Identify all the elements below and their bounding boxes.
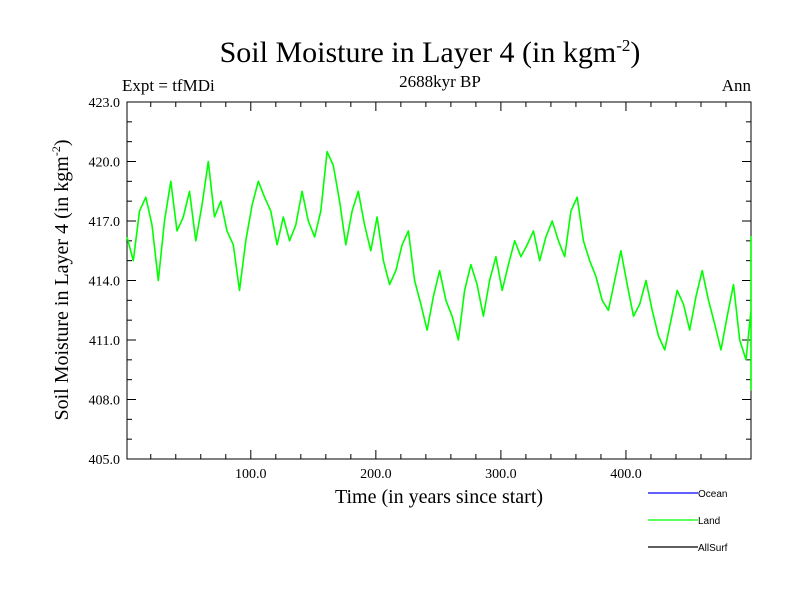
chart-title-sup: -2 (616, 36, 630, 55)
chart-title-main: Soil Moisture in Layer 4 (in kgm (220, 36, 617, 69)
y-tick-label: 420.0 (89, 156, 121, 171)
chart-title-close: ) (630, 36, 640, 69)
legend-label-allsurf: AllSurf (698, 543, 728, 554)
x-axis-label: Time (in years since start) (335, 486, 543, 508)
y-tick-label: 417.0 (89, 215, 121, 230)
experiment-label: Expt = tfMDi (122, 76, 215, 95)
chart-title: Soil Moisture in Layer 4 (in kgm-2) (220, 36, 641, 69)
legend-label-land: Land (698, 516, 720, 527)
y-tick-label: 405.0 (89, 453, 121, 468)
y-tick-label: 411.0 (89, 334, 120, 349)
legend: Ocean Land AllSurf (648, 489, 728, 554)
legend-label-ocean: Ocean (698, 489, 727, 500)
plot-frame (126, 101, 752, 460)
y-axis-label-sup: -2 (49, 146, 63, 156)
season-label: Ann (722, 76, 752, 95)
y-axis-label-main: Soil Moisture in Layer 4 (in kgm (51, 156, 73, 421)
x-tick-label: 200.0 (360, 467, 392, 482)
y-axis-label: Soil Moisture in Layer 4 (in kgm-2) (49, 139, 73, 420)
y-tick-label: 414.0 (89, 275, 121, 290)
x-tick-label: 300.0 (485, 467, 517, 482)
x-tick-label: 100.0 (235, 467, 267, 482)
y-tick-label: 423.0 (89, 96, 121, 111)
y-axis-label-close: ) (51, 139, 73, 146)
chart-subtitle: 2688kyr BP (399, 72, 481, 91)
axis-ticks: 405.0 408.0 411.0 414.0 417.0 420.0 423.0 100.0… (89, 96, 751, 482)
series-line-land (126, 150, 752, 391)
series-layer (126, 150, 752, 391)
y-tick-label: 408.0 (89, 394, 121, 409)
x-tick-label: 400.0 (610, 467, 642, 482)
